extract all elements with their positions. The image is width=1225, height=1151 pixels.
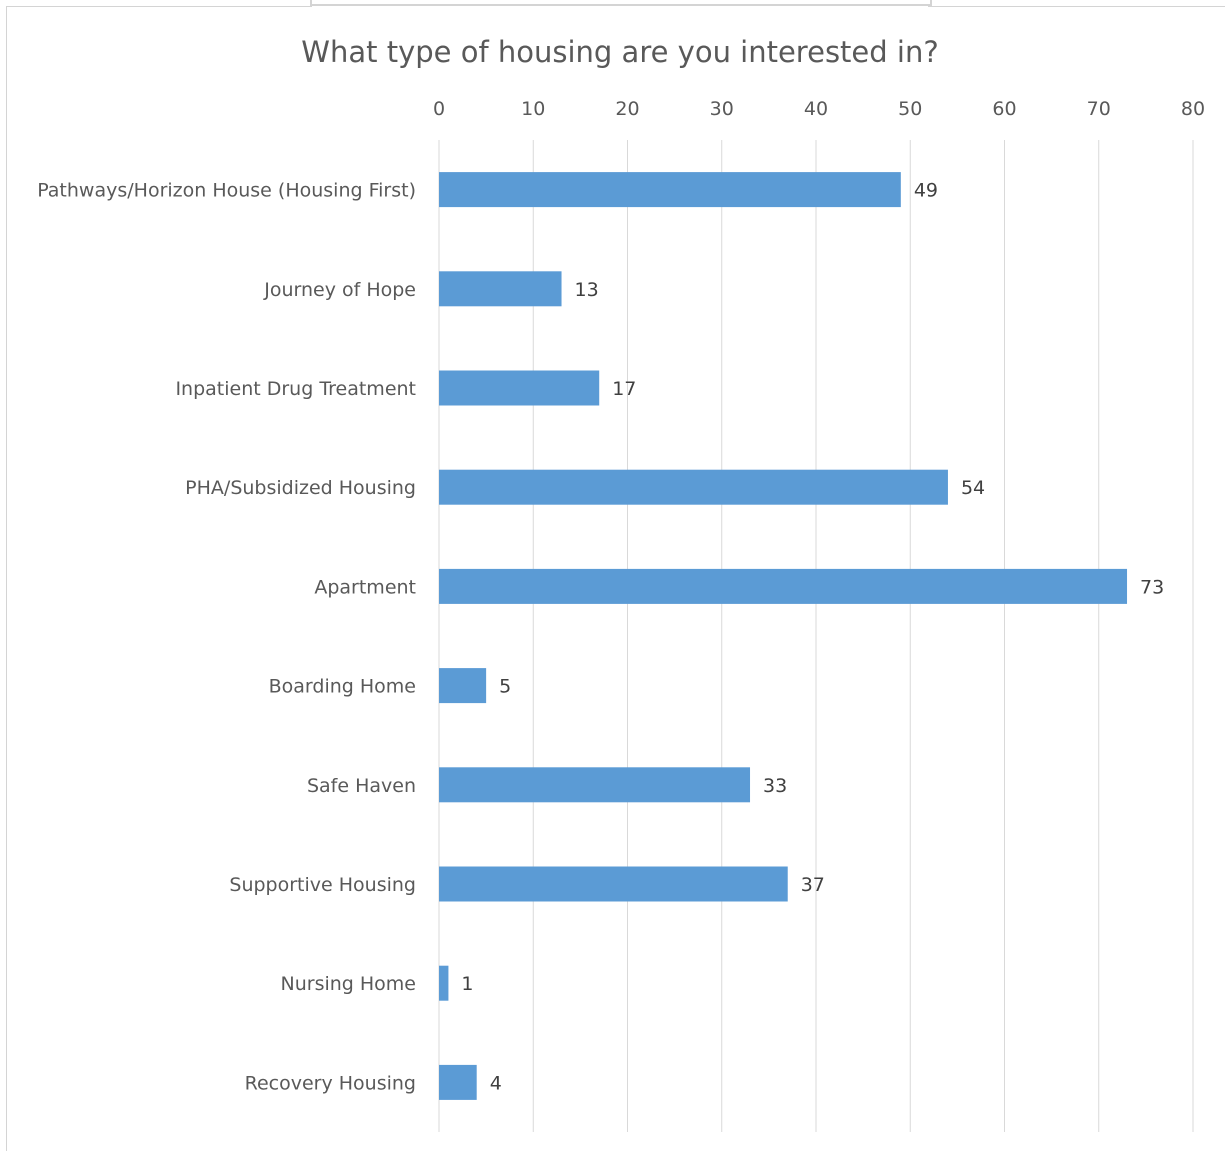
data-label: 49 [914,180,938,202]
x-tick-label: 80 [1181,98,1205,120]
bar [439,271,562,307]
bar [439,172,901,208]
bar [439,767,751,803]
category-label: Recovery Housing [245,1072,416,1094]
x-tick-label: 60 [992,98,1016,120]
bar [439,1064,477,1100]
data-label: 5 [499,676,511,698]
data-label: 17 [612,378,636,400]
category-label: Safe Haven [307,775,416,797]
x-tick-label: 40 [804,98,828,120]
x-axis-tick-labels: 0 10 20 30 40 50 60 70 80 [433,98,1205,120]
category-labels: Pathways/Horizon House (Housing First) Jo… [37,180,416,1095]
category-label: Pathways/Horizon House (Housing First) [37,180,416,202]
adjacent-panel-edge [310,0,932,6]
data-label: 13 [575,279,599,301]
data-label: 1 [461,973,473,995]
data-label: 33 [763,775,787,797]
data-label: 37 [801,874,825,896]
category-label: Journey of Hope [263,279,416,301]
bar [439,469,948,505]
x-tick-label: 30 [710,98,734,120]
bar [439,866,788,902]
x-tick-label: 50 [898,98,922,120]
bar [439,668,487,704]
chart-title: What type of housing are you interested … [301,35,938,69]
data-label: 4 [490,1072,502,1094]
data-label: 73 [1140,576,1164,598]
bar [439,965,449,1001]
x-tick-label: 20 [615,98,639,120]
category-label: Nursing Home [281,973,417,995]
x-tick-label: 70 [1087,98,1111,120]
bar [439,370,600,406]
category-label: Supportive Housing [229,874,416,896]
chart-frame-top-border-right [928,6,1225,7]
category-label: PHA/Subsidized Housing [185,477,416,499]
x-tick-label: 10 [521,98,545,120]
category-label: Inpatient Drug Treatment [175,378,416,400]
chart-frame-top-border-left [6,6,312,7]
chart-frame-left-border [6,6,7,1151]
category-label: Apartment [314,576,416,598]
bars [439,172,1128,1100]
x-tick-label: 0 [433,98,445,120]
data-labels: 49 13 17 54 73 5 33 37 1 4 [461,180,1164,1095]
data-label: 54 [961,477,985,499]
category-label: Boarding Home [269,676,416,698]
bar [439,568,1128,604]
